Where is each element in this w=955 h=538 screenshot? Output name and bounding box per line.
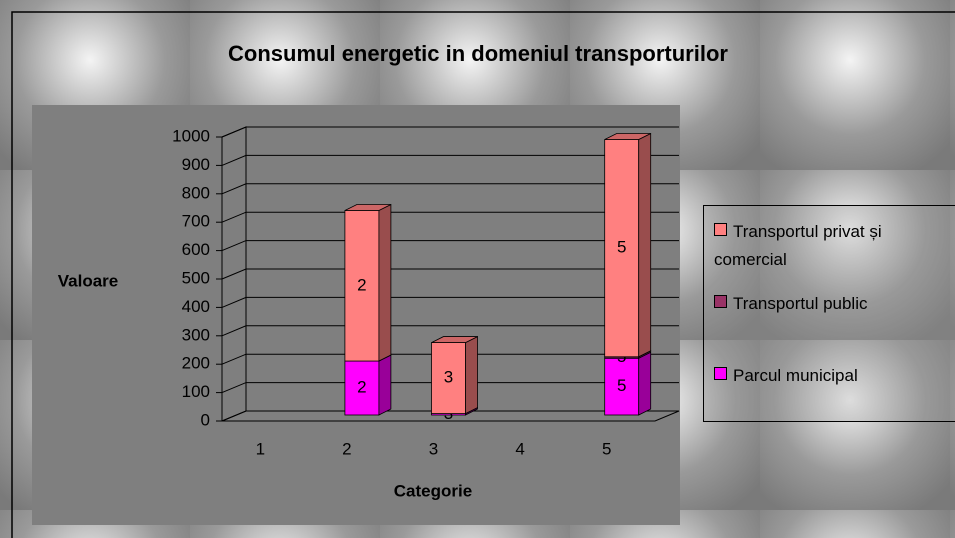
legend-swatch [714,367,727,380]
bar-front [431,342,466,414]
data-label: 5 [617,376,626,395]
y-tick-label: 300 [182,325,210,344]
grid-line [221,296,679,308]
bar-front [344,210,380,362]
chart-title: Consumul energetic in domeniul transport… [228,41,728,66]
legend-label: Transportul privat și comercial [714,222,882,269]
legend-item: Transportul privat și comercial [714,218,944,274]
legend-swatch [714,223,727,236]
grid-line [221,183,679,195]
bar-front [604,139,640,358]
chart-border [11,11,955,538]
y-tick-label: 900 [182,155,210,174]
legend-swatch [714,295,727,308]
x-tick-label: 1 [256,439,265,458]
bar-top [344,204,392,211]
y-tick-label: 500 [182,268,210,287]
legend-item: Transportul public [714,290,944,318]
bar-side [378,203,392,362]
x-tick-label: 3 [429,439,438,458]
x-tick-label: 4 [515,439,524,458]
y-tick-label: 800 [182,183,210,202]
grid-line [221,325,679,337]
bar-top [604,133,651,140]
legend-label: Transportul public [733,294,868,313]
data-label: 3 [444,368,453,387]
data-label: 2 [357,275,366,294]
y-tick-label: 200 [182,354,210,373]
data-label: 5 [617,238,626,257]
x-axis-label: Categorie [394,481,472,500]
legend-label: Parcul municipal [733,366,858,385]
bar-top [431,336,478,343]
y-tick-label: 1000 [172,126,210,145]
bar-side [378,354,392,416]
y-tick-label: 0 [201,410,210,429]
grid-line [221,353,679,365]
y-tick-label: 700 [182,212,210,231]
grid-line [221,382,679,394]
bar-side [638,351,652,416]
grid-line [221,268,679,280]
y-tick-label: 400 [182,297,210,316]
x-tick-label: 5 [602,439,611,458]
legend-item: Parcul municipal [714,362,944,390]
grid-line [221,240,679,252]
y-tick-label: 100 [182,382,210,401]
grid-line [221,211,679,223]
bar-side [638,132,652,358]
legend: Transportul privat și comercial Transport… [703,205,955,422]
bar-side [465,335,478,415]
x-tick-label: 2 [342,439,351,458]
y-tick-label: 600 [182,240,210,259]
bar-front [344,360,380,416]
data-label: 2 [357,378,366,397]
y-axis-label: Valoare [58,271,119,290]
grid-line [221,154,679,166]
grid-line [221,410,679,422]
grid-line [221,126,679,138]
